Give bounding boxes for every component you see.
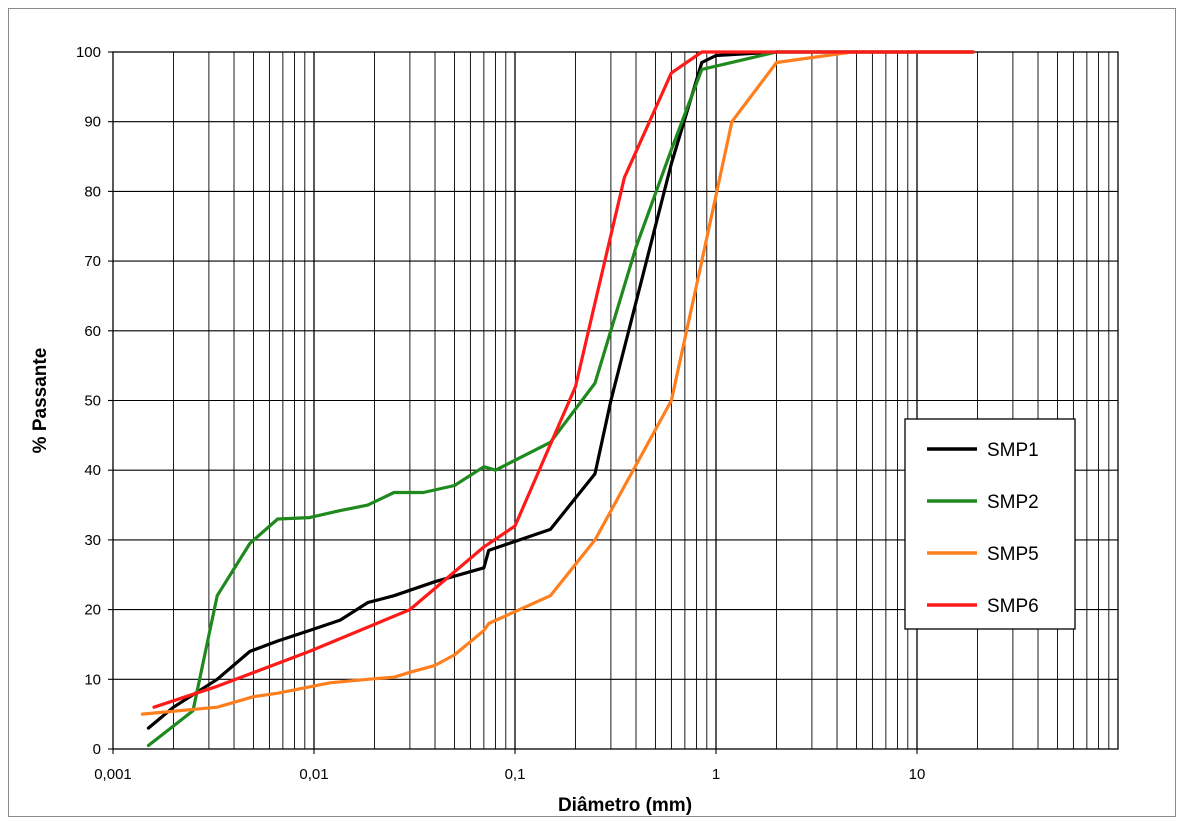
grid [113,51,1118,750]
legend-box [904,418,1076,630]
y-tick-label: 20 [84,602,101,619]
series-line-smp5 [140,50,975,716]
legend: SMP1 SMP2 SMP5 SMP6 [904,418,1076,630]
x-axis-ticks: 0,001 0,01 0,1 1 10 [94,749,925,783]
series-line-smp1 [146,50,975,730]
x-axis-title: Diâmetro (mm) [558,795,692,816]
x-tick-label: 0,1 [505,766,526,783]
y-tick-label: 70 [84,253,101,270]
x-tick-label: 10 [909,766,926,783]
y-axis-ticks: 0 10 20 30 40 50 60 70 80 90 100 [76,44,113,758]
y-tick-label: 50 [84,393,101,410]
legend-label-smp2: SMP2 [987,492,1039,513]
y-tick-label: 100 [76,44,101,61]
x-tick-label: 1 [712,766,720,783]
y-axis-title: % Passante [30,348,51,454]
legend-label-smp5: SMP5 [987,544,1039,565]
y-tick-label: 40 [84,462,101,479]
y-tick-label: 30 [84,532,101,549]
series-lines [140,50,975,748]
legend-label-smp1: SMP1 [987,440,1039,461]
y-tick-label: 0 [93,741,101,758]
series-line-smp6 [152,50,975,709]
y-tick-label: 10 [84,671,101,688]
legend-label-smp6: SMP6 [987,596,1039,617]
y-tick-label: 60 [84,323,101,340]
x-tick-label: 0,001 [94,766,132,783]
series-line-smp2 [146,50,975,748]
y-tick-label: 90 [84,114,101,131]
y-tick-label: 80 [84,183,101,200]
x-tick-label: 0,01 [299,766,328,783]
